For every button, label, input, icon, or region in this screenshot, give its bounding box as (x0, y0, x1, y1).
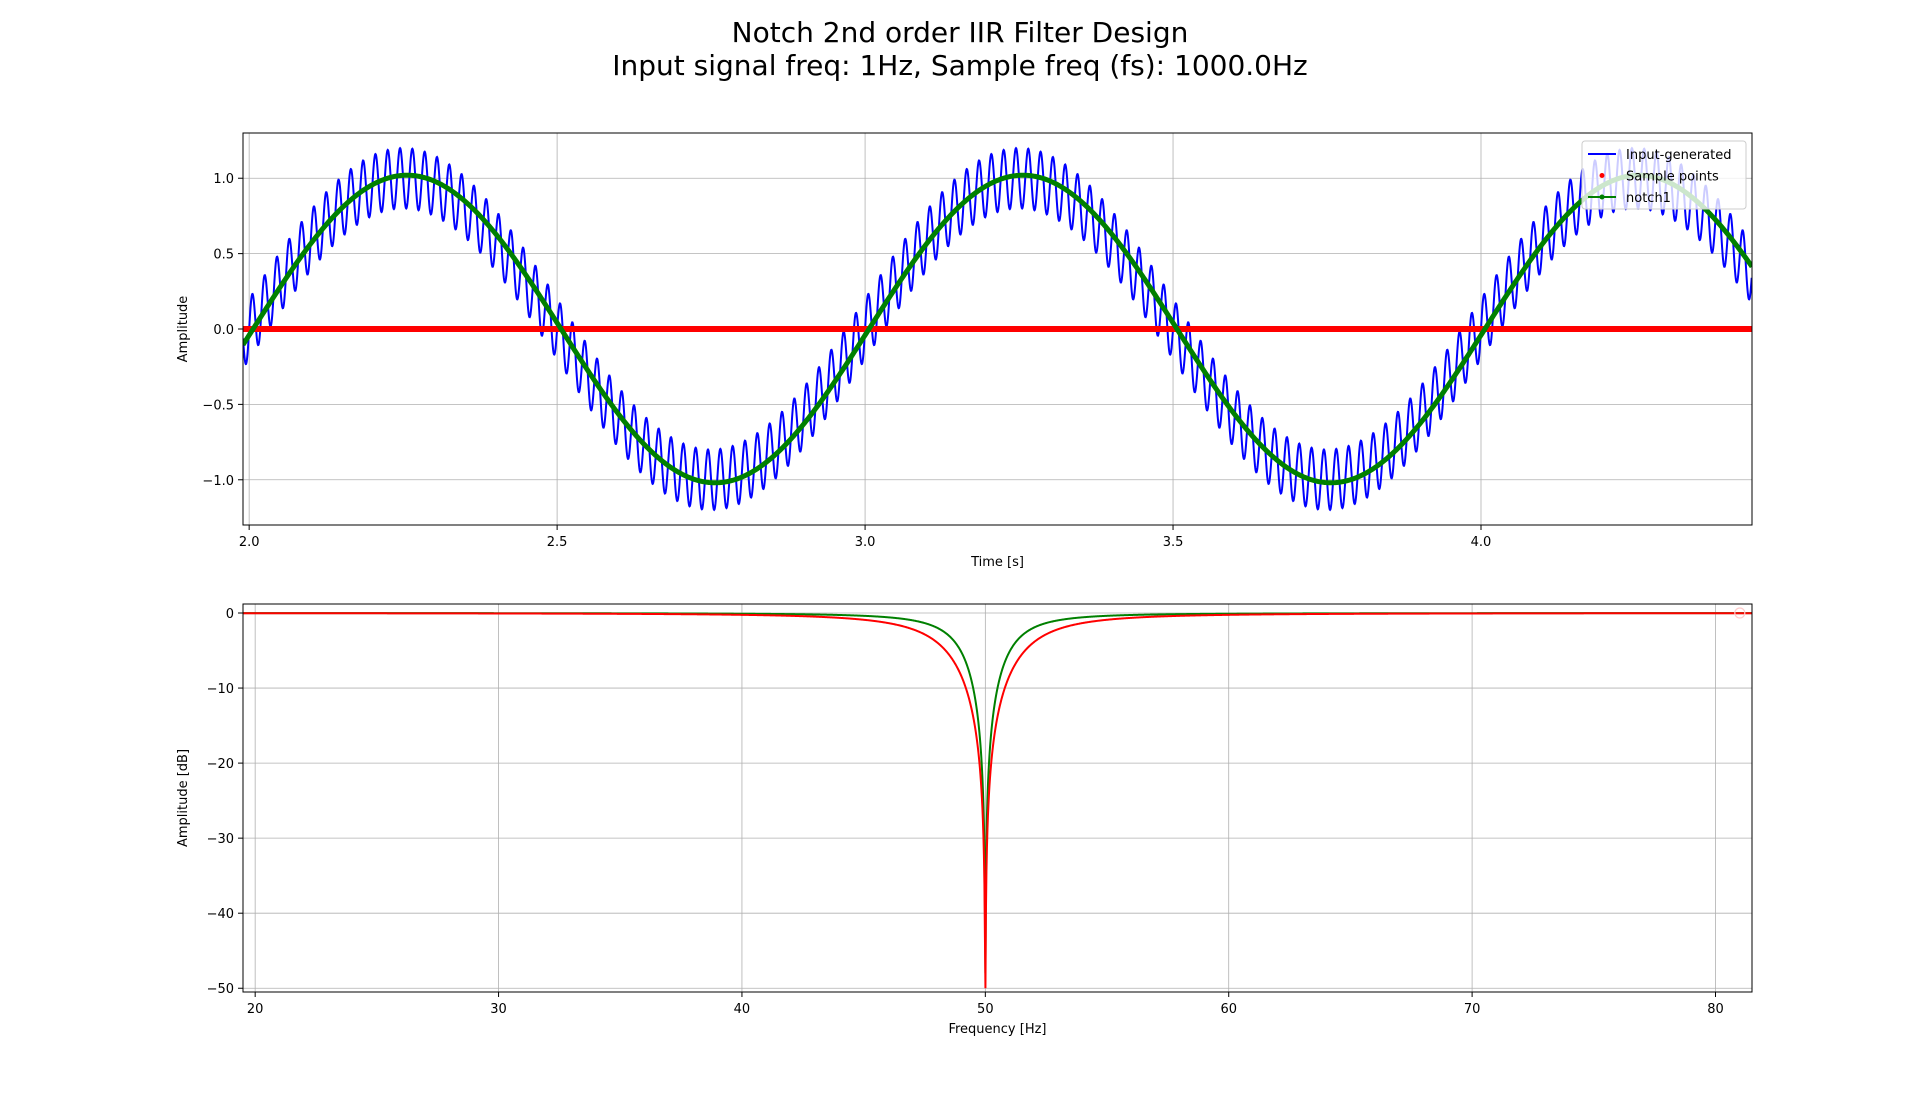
legend-label: Sample points (1626, 170, 1719, 185)
y-tick-label: −1.0 (202, 474, 234, 489)
y-tick-label: −50 (207, 982, 234, 997)
legend-label: Input-generated (1626, 148, 1732, 163)
y-axis-label: Amplitude [dB] (176, 749, 191, 847)
frequency-response-axes: 20 30 40 50 60 70 80 0 −10 −20 −30 −40 −50 Frequency… (176, 603, 1753, 1037)
y-tick-label: −20 (207, 757, 234, 772)
axes-frame (242, 603, 1753, 993)
frequency-response-curve-1 (243, 612, 1752, 974)
y-tick-label: 1.0 (213, 172, 234, 187)
y-tick-label: −0.5 (202, 398, 234, 413)
x-tick-label: 60 (1220, 1002, 1237, 1017)
time-domain-axes: 2.0 2.5 3.0 3.5 4.0 −1.0 −0.5 0.0 0.5 1.0 Time [s… (176, 132, 1753, 570)
title-line-1: Notch 2nd order IIR Filter Design (731, 16, 1189, 49)
frequency-response-curve-2 (243, 612, 1752, 989)
edge-marker (1734, 607, 1746, 619)
y-tick-label: −10 (207, 682, 234, 697)
x-tick-label: 50 (977, 1002, 994, 1017)
plot-area (243, 607, 1752, 989)
y-tick-label: −40 (207, 907, 234, 922)
x-axis-label: Time [s] (970, 555, 1024, 570)
legend-marker-notch1 (1599, 194, 1605, 200)
plot-area (243, 146, 1752, 512)
y-tick-label: −30 (207, 832, 234, 847)
x-tick-label: 3.5 (1163, 535, 1184, 550)
x-tick-label: 80 (1707, 1002, 1724, 1017)
x-tick-label: 30 (490, 1002, 507, 1017)
y-tick-label: 0.0 (213, 323, 234, 338)
legend: Input-generated Sample points notch1 (1581, 140, 1747, 210)
series-notch1 (243, 172, 1752, 486)
y-axis-label: Amplitude (176, 296, 191, 363)
x-axis-label: Frequency [Hz] (948, 1022, 1046, 1037)
legend-box (1581, 140, 1747, 210)
series-input-generated (243, 146, 1752, 512)
figure-title: Notch 2nd order IIR Filter Design Input … (0, 16, 1920, 82)
legend-label: notch1 (1626, 191, 1671, 206)
x-tick-label: 2.5 (547, 535, 568, 550)
x-tick-label: 20 (247, 1002, 264, 1017)
x-tick-label: 2.0 (239, 535, 260, 550)
x-tick-label: 70 (1464, 1002, 1481, 1017)
axis-ticks: 20 30 40 50 60 70 80 0 −10 −20 −30 −40 −50 (207, 607, 1724, 1017)
x-tick-label: 40 (734, 1002, 751, 1017)
x-tick-label: 4.0 (1471, 535, 1492, 550)
y-tick-label: 0.5 (213, 248, 234, 263)
title-line-2: Input signal freq: 1Hz, Sample freq (fs)… (612, 49, 1308, 82)
legend-swatch-sample-points (1599, 173, 1605, 178)
x-tick-label: 3.0 (855, 535, 876, 550)
axis-ticks: 2.0 2.5 3.0 3.5 4.0 −1.0 −0.5 0.0 0.5 1.0 (202, 172, 1491, 550)
grid-lines (243, 604, 1752, 992)
y-tick-label: 0 (226, 607, 234, 622)
